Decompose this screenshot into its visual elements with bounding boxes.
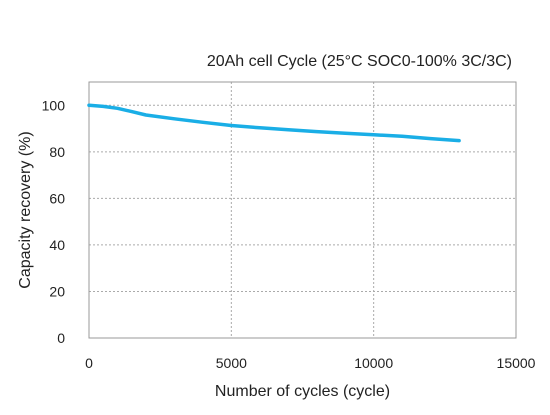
x-axis-title: Number of cycles (cycle) xyxy=(215,383,390,400)
y-tick-label-20: 20 xyxy=(49,283,65,299)
plot-frame xyxy=(88,81,517,339)
series-line-0 xyxy=(87,103,461,143)
x-tick-label-10000: 10000 xyxy=(354,355,393,371)
x-tick-label-5000: 5000 xyxy=(216,355,247,371)
y-tick-label-40: 40 xyxy=(49,237,65,253)
series-layer xyxy=(87,103,461,143)
tick-layer: 0 20 40 60 80 100 0 5000 10000 15000 xyxy=(42,97,536,371)
y-tick-label-0: 0 xyxy=(57,330,65,346)
y-tick-label-100: 100 xyxy=(42,97,66,113)
y-tick-label-80: 80 xyxy=(49,144,65,160)
y-axis-title: Capacity recovery (%) xyxy=(17,131,34,288)
chart-title: 20Ah cell Cycle (25°C SOC0-100% 3C/3C) xyxy=(207,53,512,70)
x-tick-label-15000: 15000 xyxy=(497,355,536,371)
grid-layer xyxy=(89,82,516,338)
x-tick-label-0: 0 xyxy=(85,355,93,371)
y-tick-label-60: 60 xyxy=(49,190,65,206)
